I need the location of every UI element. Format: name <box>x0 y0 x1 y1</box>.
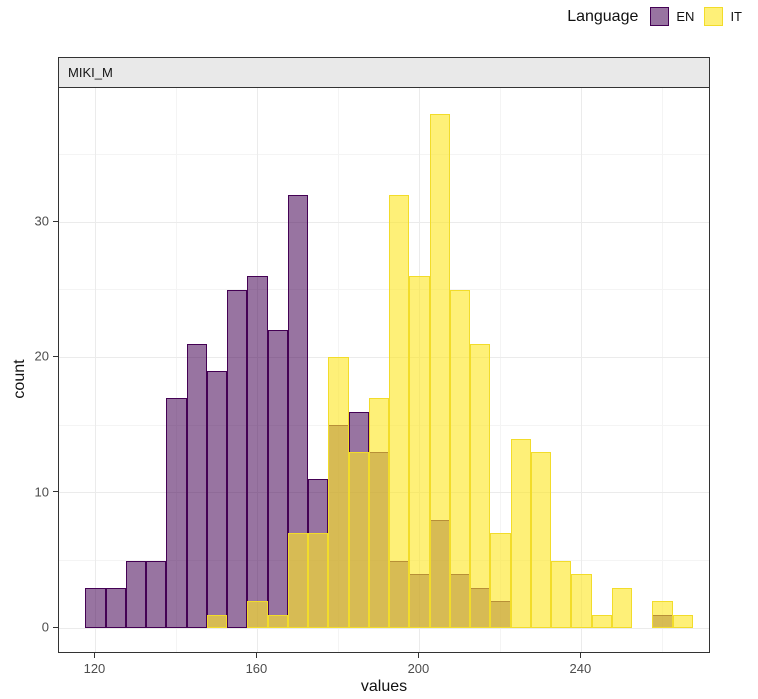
legend-item-en: EN <box>650 7 694 26</box>
y-tick-label: 30 <box>34 213 49 229</box>
legend-label-it: IT <box>730 9 742 24</box>
bar-EN-160 <box>247 276 268 629</box>
facet-strip: MIKI_M <box>58 57 710 88</box>
y-tick <box>53 626 58 628</box>
bar-IT-150 <box>206 614 228 629</box>
legend-item-it: IT <box>704 7 742 26</box>
x-tick-label: 240 <box>569 661 592 676</box>
gridline-y-major <box>59 221 709 223</box>
y-axis-title: count <box>11 359 28 399</box>
bar-IT-250 <box>611 587 633 629</box>
bar-IT-195 <box>389 194 410 629</box>
facet-strip-label: MIKI_M <box>68 65 113 80</box>
bar-EN-140 <box>166 398 187 629</box>
bar-IT-210 <box>449 289 471 629</box>
x-tick <box>255 653 257 658</box>
bar-IT-160 <box>247 601 268 629</box>
bar-IT-175 <box>308 533 329 629</box>
legend: Language EN IT <box>567 7 742 26</box>
bar-EN-150 <box>206 371 228 629</box>
bar-IT-220 <box>490 533 511 629</box>
bar-IT-165 <box>267 614 288 629</box>
bar-IT-200 <box>409 276 430 629</box>
y-tick <box>53 355 58 357</box>
bar-IT-240 <box>571 574 592 629</box>
bar-IT-215 <box>470 343 491 629</box>
bar-EN-120 <box>85 587 106 629</box>
x-axis-title: values <box>360 678 408 695</box>
gridline-x-minor <box>661 88 663 652</box>
legend-swatch-en <box>650 7 670 26</box>
bar-IT-235 <box>551 560 572 629</box>
bar-IT-205 <box>429 113 450 629</box>
bar-IT-230 <box>530 452 552 629</box>
legend-label-en: EN <box>676 9 695 24</box>
bar-IT-260 <box>652 601 673 629</box>
y-tick-label: 20 <box>34 348 49 364</box>
x-tick-label: 160 <box>245 661 268 676</box>
bar-IT-265 <box>672 614 693 629</box>
bar-IT-190 <box>368 398 390 629</box>
y-tick <box>53 220 58 222</box>
bar-IT-185 <box>348 452 369 629</box>
y-tick-label: 10 <box>34 484 49 500</box>
gridline-x-minor <box>175 88 177 652</box>
x-tick <box>93 653 95 658</box>
bar-IT-180 <box>328 357 349 629</box>
x-tick-label: 120 <box>83 661 106 676</box>
gridline-x-major <box>580 88 582 652</box>
bar-EN-145 <box>186 343 207 629</box>
x-tick <box>417 653 419 658</box>
gridline-y-major <box>59 356 709 358</box>
gridline-y-minor <box>59 153 709 155</box>
gridline-y-major <box>59 627 709 629</box>
bar-EN-165 <box>267 330 288 629</box>
x-tick-label: 200 <box>407 661 430 676</box>
legend-title: Language <box>567 7 639 25</box>
y-tick-label: 0 <box>41 619 49 635</box>
gridline-y-minor <box>59 289 709 291</box>
bar-IT-245 <box>591 614 612 629</box>
bar-EN-130 <box>125 560 147 629</box>
y-tick <box>53 491 58 493</box>
x-tick <box>579 653 581 658</box>
bar-EN-125 <box>105 587 126 629</box>
bar-EN-135 <box>146 560 167 629</box>
bar-IT-225 <box>510 438 531 629</box>
legend-swatch-it <box>704 7 724 26</box>
plot-panel <box>58 87 710 653</box>
bar-EN-155 <box>227 289 248 629</box>
bar-IT-170 <box>287 533 309 629</box>
gridline-x-major <box>94 88 96 652</box>
gridline-x-minor <box>499 88 501 652</box>
